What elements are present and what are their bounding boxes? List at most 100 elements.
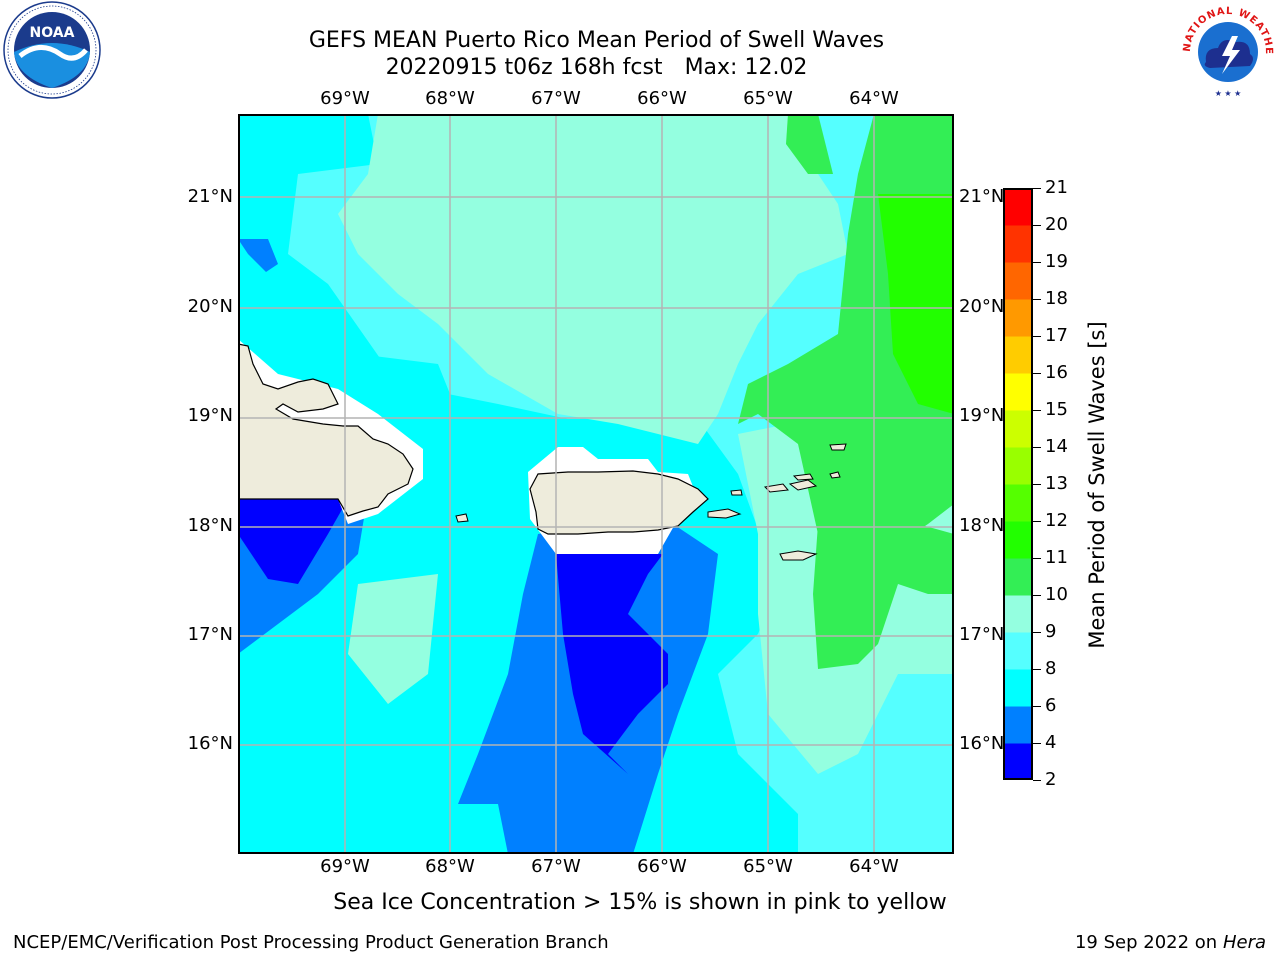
lon-label-top-68w: 68°W [425, 88, 475, 109]
colorbar-tick [1033, 225, 1041, 226]
puerto-rico-land [529, 470, 709, 535]
colorbar-tick-label: 19 [1045, 251, 1068, 272]
colorbar-tick [1033, 669, 1041, 670]
colorbar-segment [1003, 706, 1033, 744]
lat-label-right-20n: 20°N [959, 296, 1005, 317]
colorbar-tick [1033, 299, 1041, 300]
field-10-11 [786, 114, 833, 174]
colorbar-segment [1003, 484, 1033, 522]
lon-label-top-66w: 66°W [637, 88, 687, 109]
colorbar-tick [1033, 558, 1041, 559]
map-title: GEFS MEAN Puerto Rico Mean Period of Swe… [308, 28, 885, 53]
colorbar-tick-label: 18 [1045, 288, 1068, 309]
colorbar-segment [1003, 373, 1033, 411]
lon-label-top-69w: 69°W [320, 88, 370, 109]
colorbar-tick-label: 12 [1045, 510, 1068, 531]
hispaniola-land [238, 343, 414, 517]
lat-label-right-19n: 19°N [959, 405, 1005, 426]
footer-credit: NCEP/EMC/Verification Post Processing Pr… [13, 932, 609, 953]
noaa-logo: NOAA [3, 1, 101, 99]
colorbar-tick [1033, 706, 1041, 707]
colorbar-tick [1033, 188, 1041, 189]
island [788, 479, 818, 491]
colorbar-tick-label: 17 [1045, 325, 1068, 346]
colorbar-tick [1033, 521, 1041, 522]
colorbar-tick-label: 2 [1045, 769, 1057, 790]
colorbar-tick-label: 11 [1045, 547, 1068, 568]
footer-date-text: 19 Sep 2022 on [1074, 932, 1218, 953]
colorbar-segment [1003, 447, 1033, 485]
lon-label-top-64w: 64°W [849, 88, 899, 109]
map-subtitle: 20220915 t06z 168h fcst Max: 12.02 [0, 54, 1193, 81]
run-info: 20220915 t06z 168h fcst [385, 55, 663, 80]
lat-label-left-20n: 20°N [187, 296, 233, 317]
footer-date: 19 Sep 2022 on Hera [1075, 932, 1266, 953]
colorbar-segment [1003, 299, 1033, 337]
colorbar-segment [1003, 188, 1033, 226]
colorbar-tick-label: 21 [1045, 177, 1068, 198]
field-11-12 [878, 194, 954, 414]
lat-label-right-21n: 21°N [959, 186, 1005, 207]
field-2-4 [556, 554, 668, 774]
colorbar-tick [1033, 632, 1041, 633]
graticule [238, 114, 954, 854]
lat-label-right-16n: 16°N [959, 733, 1005, 754]
colorbar-tick-label: 15 [1045, 399, 1068, 420]
lon-label-bottom-68w: 68°W [425, 856, 475, 877]
island [792, 473, 814, 481]
field-2-4 [238, 499, 348, 584]
island [730, 489, 743, 496]
island [707, 508, 742, 519]
lon-label-bottom-64w: 64°W [849, 856, 899, 877]
colorbar-tick-label: 6 [1045, 695, 1057, 716]
colorbar-tick-label: 16 [1045, 362, 1068, 383]
lat-label-left-21n: 21°N [187, 186, 233, 207]
lon-label-bottom-66w: 66°W [637, 856, 687, 877]
colorbar-tick [1033, 262, 1041, 263]
colorbar-tick [1033, 780, 1041, 781]
colorbar-tick-label: 4 [1045, 732, 1057, 753]
lat-label-right-17n: 17°N [959, 624, 1005, 645]
svg-text:★ ★ ★: ★ ★ ★ [1215, 89, 1242, 98]
colorbar-tick-label: 9 [1045, 621, 1057, 642]
lon-label-bottom-65w: 65°W [743, 856, 793, 877]
field-10-11 [813, 524, 954, 669]
island [829, 471, 841, 479]
colorbar-tick [1033, 595, 1041, 596]
lat-label-right-18n: 18°N [959, 515, 1005, 536]
colorbar-segment [1003, 743, 1033, 780]
colorbar-tick [1033, 336, 1041, 337]
map-frame [238, 114, 954, 854]
colorbar-tick [1033, 410, 1041, 411]
colorbar-tick-label: 14 [1045, 436, 1068, 457]
lat-label-left-16n: 16°N [187, 733, 233, 754]
colorbar-tick [1033, 373, 1041, 374]
colorbar [1003, 188, 1033, 780]
swell-period-map [238, 114, 954, 854]
lon-label-top-67w: 67°W [531, 88, 581, 109]
colorbar-segment [1003, 410, 1033, 448]
colorbar-tick-label: 13 [1045, 473, 1068, 494]
colorbar-tick-label: 10 [1045, 584, 1068, 605]
lat-label-left-18n: 18°N [187, 515, 233, 536]
lon-label-bottom-67w: 67°W [531, 856, 581, 877]
footer-machine: Hera [1222, 932, 1266, 953]
lat-label-left-19n: 19°N [187, 405, 233, 426]
colorbar-segment [1003, 632, 1033, 670]
lon-label-bottom-69w: 69°W [320, 856, 370, 877]
colorbar-segment [1003, 225, 1033, 263]
colorbar-title: Mean Period of Swell Waves [s] [1085, 321, 1109, 649]
nws-logo: NATIONAL WEATHER SERVICE ★ ★ ★ [1176, 0, 1274, 98]
colorbar-segment [1003, 521, 1033, 559]
colorbar-segment [1003, 595, 1033, 633]
colorbar-segment [1003, 558, 1033, 596]
colorbar-tick [1033, 447, 1041, 448]
island [829, 443, 847, 451]
island [455, 513, 469, 523]
colorbar-segment [1003, 336, 1033, 374]
colorbar-segment [1003, 262, 1033, 300]
island [779, 550, 818, 561]
lat-label-left-17n: 17°N [187, 624, 233, 645]
sea-ice-note: Sea Ice Concentration > 15% is shown in … [333, 890, 947, 915]
field-9-10 [348, 574, 438, 704]
